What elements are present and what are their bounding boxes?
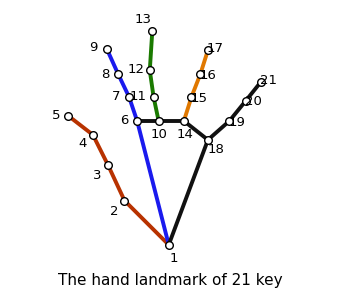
Text: 8: 8 [101,68,109,81]
Text: 16: 16 [200,69,216,82]
Text: 9: 9 [89,41,98,54]
Text: 13: 13 [135,13,152,26]
Text: 1: 1 [170,252,178,265]
Text: 19: 19 [228,116,245,129]
Text: 4: 4 [78,137,86,150]
Text: 12: 12 [128,63,144,76]
Text: 20: 20 [245,96,262,108]
Text: 3: 3 [93,169,102,182]
Text: 18: 18 [207,143,224,156]
Text: 10: 10 [150,128,167,141]
Text: 14: 14 [177,128,193,141]
Text: 5: 5 [51,109,60,122]
Text: 2: 2 [109,206,118,218]
Text: 11: 11 [130,90,147,103]
Text: 15: 15 [191,92,208,105]
Text: 6: 6 [120,114,128,127]
Text: 17: 17 [207,42,224,55]
Text: The hand landmark of 21 key: The hand landmark of 21 key [58,273,282,288]
Text: 7: 7 [112,90,120,103]
Text: 21: 21 [260,74,277,87]
